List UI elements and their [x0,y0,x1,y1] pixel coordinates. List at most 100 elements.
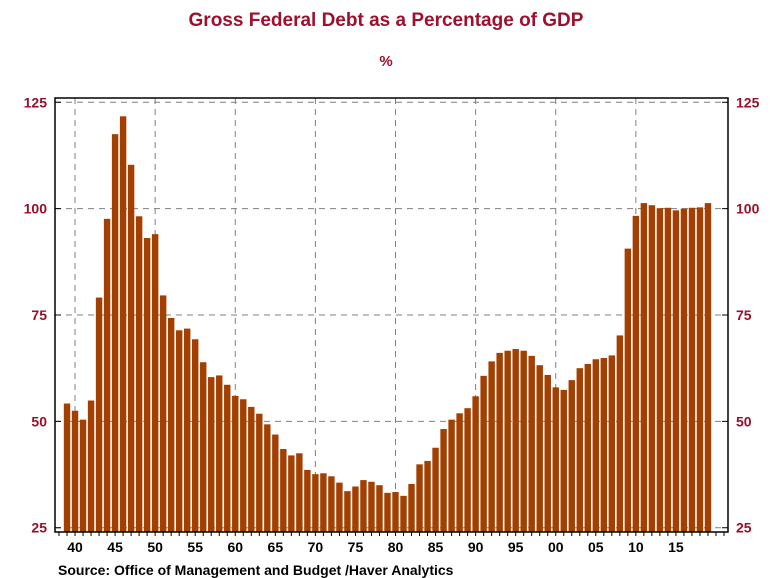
bar-1941 [79,419,87,532]
bar-1969 [304,469,311,532]
bar-1998 [536,365,543,532]
bar-1968 [296,453,303,532]
x-tick-label-45: 45 [107,539,123,555]
bar-1986 [440,429,447,532]
bar-1983 [416,464,423,532]
bar-1945 [111,134,119,532]
y-tick-label-left-75: 75 [31,307,47,323]
bar-1951 [159,295,167,532]
bar-1950 [151,234,159,532]
x-tick-label-65: 65 [268,539,284,555]
bar-1978 [376,485,383,532]
x-tick-label-55: 55 [187,539,203,555]
chart-title: Gross Federal Debt as a Percentage of GD… [188,10,584,31]
bar-1995 [512,349,519,532]
bar-1987 [448,419,455,532]
bar-1952 [167,317,175,532]
bar-1989 [464,408,471,532]
x-tick-label-60: 60 [227,539,243,555]
bar-1953 [175,330,183,532]
bar-1949 [143,237,151,532]
bar-1980 [392,492,399,532]
bar-2014 [664,207,672,532]
x-tick-label-15: 15 [668,539,684,555]
bar-1940 [71,410,79,532]
bar-1962 [248,406,255,532]
bar-1965 [272,434,279,532]
x-tick-label-50: 50 [147,539,163,555]
bar-2000 [552,387,559,532]
bar-1996 [520,350,527,532]
bar-1943 [95,297,103,532]
bar-1948 [135,216,143,533]
bar-2017 [688,207,696,532]
bar-1999 [544,374,551,532]
bar-2003 [576,368,583,532]
x-tick-label-05: 05 [588,539,604,555]
axis-ticks [55,101,728,536]
bar-1942 [87,400,95,532]
x-tick-label-00: 00 [548,539,564,555]
x-tick-label-80: 80 [388,539,404,555]
x-tick-label-95: 95 [508,539,524,555]
bar-1973 [336,482,343,532]
bar-1993 [496,352,503,532]
bar-1974 [344,491,351,532]
bar-2015 [672,210,680,532]
bar-1955 [192,339,199,532]
grid-lines [55,98,728,532]
bar-1979 [384,492,391,532]
y-tick-label-right-125: 125 [736,94,760,110]
tick-labels: 25 25 50 50 75 75 100 100 125 125 40 45 50 55 60 65 70 75… [24,94,760,555]
x-tick-label-40: 40 [67,539,83,555]
bar-2001 [560,389,567,532]
x-tick-label-10: 10 [628,539,644,555]
bar-1976 [360,480,367,532]
bar-1990 [472,396,479,532]
bar-2010 [632,215,640,532]
bar-1959 [224,384,231,532]
bar-1961 [240,399,247,532]
bar-2007 [608,355,616,532]
debt-chart: 25 25 50 50 75 75 100 100 125 125 40 45 50 55 60 65 70 75… [24,94,760,555]
bar-1982 [408,483,415,532]
y-tick-label-right-25: 25 [736,520,752,536]
bar-1939 [63,403,71,532]
x-tick-label-85: 85 [428,539,444,555]
bar-1958 [216,375,223,532]
bar-1963 [256,413,263,532]
bar-2006 [600,357,608,532]
bar-1972 [328,476,335,532]
unit-label: % [379,53,393,70]
y-tick-label-left-100: 100 [24,201,48,217]
bar-1970 [312,474,319,532]
bar-1971 [320,473,327,532]
bar-1967 [288,455,295,532]
x-tick-label-90: 90 [468,539,484,555]
x-tick-label-70: 70 [308,539,324,555]
x-tick-label-75: 75 [348,539,364,555]
bar-1994 [504,350,511,532]
bar-1988 [456,413,463,532]
bar-1997 [528,355,535,532]
bar-1947 [127,164,135,533]
bar-2004 [584,363,591,532]
bar-2012 [648,205,656,533]
bar-1956 [200,362,207,532]
bar-1975 [352,486,359,532]
bar-2016 [680,208,688,533]
y-tick-label-left-125: 125 [24,94,48,110]
bar-1991 [480,375,487,532]
bar-2002 [568,380,575,532]
bar-1954 [183,328,191,532]
bar-2008 [616,335,624,532]
bar-1984 [424,460,431,532]
bar-1981 [400,495,407,532]
bar-1985 [432,447,439,532]
source-note: Source: Office of Management and Budget … [58,562,454,578]
bar-1960 [232,395,239,532]
bar-1946 [119,116,127,532]
bar-1977 [368,481,375,532]
bar-2018 [696,207,704,532]
y-tick-label-left-25: 25 [31,520,47,536]
